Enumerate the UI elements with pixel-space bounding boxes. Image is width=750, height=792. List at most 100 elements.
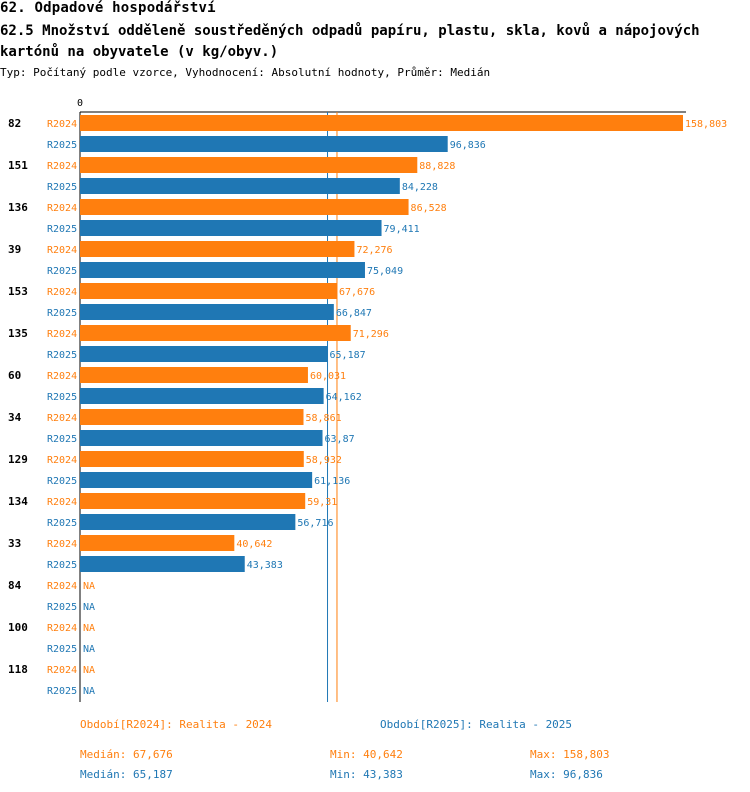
bar-r2025 (80, 472, 313, 488)
series-label-r2024: R2024 (47, 119, 77, 130)
bar-r2025 (80, 514, 296, 530)
series-label-r2025: R2025 (47, 476, 77, 487)
series-label-r2025: R2025 (47, 308, 77, 319)
value-label-r2025: 65,187 (330, 350, 366, 361)
value-label-r2024: 88,828 (419, 161, 455, 172)
value-label-r2025: NA (83, 686, 95, 697)
series-label-r2025: R2025 (47, 560, 77, 571)
bar-r2024 (80, 241, 355, 257)
bar-r2025 (80, 430, 323, 446)
category-label: 118 (8, 663, 28, 676)
series-label-r2025: R2025 (47, 266, 77, 277)
series-label-r2025: R2025 (47, 350, 77, 361)
value-label-r2024: 59,31 (307, 497, 337, 508)
series-label-r2025: R2025 (47, 518, 77, 529)
series-label-r2025: R2025 (47, 644, 77, 655)
stat-r2025-max: Max: 96,836 (530, 768, 603, 781)
category-label: 60 (8, 369, 21, 382)
bar-r2025 (80, 136, 448, 152)
stat-r2024-median: Medián: 67,676 (80, 748, 173, 761)
section-title: 62. Odpadové hospodářství (0, 0, 216, 16)
series-label-r2024: R2024 (47, 413, 77, 424)
value-label-r2024: 58,861 (306, 413, 342, 424)
bar-r2025 (80, 556, 245, 572)
value-label-r2024: 58,932 (306, 455, 342, 466)
series-label-r2025: R2025 (47, 602, 77, 613)
value-label-r2024: 67,676 (339, 287, 375, 298)
series-label-r2024: R2024 (47, 203, 77, 214)
category-label: 82 (8, 117, 21, 130)
value-label-r2024: NA (83, 581, 95, 592)
series-label-r2024: R2024 (47, 539, 77, 550)
series-label-r2025: R2025 (47, 140, 77, 151)
value-label-r2024: 72,276 (356, 245, 392, 256)
bar-r2024 (80, 535, 235, 551)
series-label-r2024: R2024 (47, 665, 77, 676)
value-label-r2025: 61,136 (314, 476, 350, 487)
value-label-r2025: 63,87 (325, 434, 355, 445)
series-label-r2025: R2025 (47, 392, 77, 403)
series-label-r2025: R2025 (47, 686, 77, 697)
bar-r2025 (80, 220, 382, 236)
value-label-r2024: 40,642 (236, 539, 272, 550)
stat-r2025-min: Min: 43,383 (330, 768, 403, 781)
series-label-r2024: R2024 (47, 287, 77, 298)
series-label-r2024: R2024 (47, 623, 77, 634)
value-label-r2025: 64,162 (326, 392, 362, 403)
chart-title: 62.5 Množství odděleně soustředěných odp… (0, 23, 700, 60)
series-label-r2024: R2024 (47, 581, 77, 592)
value-label-r2024: 71,296 (353, 329, 389, 340)
bar-r2025 (80, 262, 365, 278)
bar-r2025 (80, 178, 400, 194)
value-label-r2025: 96,836 (450, 140, 486, 151)
value-label-r2025: 66,847 (336, 308, 372, 319)
series-label-r2025: R2025 (47, 182, 77, 193)
category-label: 100 (8, 621, 28, 634)
bar-r2024 (80, 493, 306, 509)
bar-r2024 (80, 409, 304, 425)
series-label-r2024: R2024 (47, 161, 77, 172)
value-label-r2024: NA (83, 623, 95, 634)
chart-type-info: Typ: Počítaný podle vzorce, Vyhodnocení:… (0, 66, 491, 79)
category-label: 136 (8, 201, 28, 214)
value-label-r2025: NA (83, 602, 95, 613)
bar-chart: 0 82 R2024 158,803 R2025 96,836 151 R2024 88,828… (8, 98, 727, 702)
value-label-r2025: 75,049 (367, 266, 403, 277)
value-label-r2025: 79,411 (384, 224, 420, 235)
category-label: 84 (8, 579, 22, 592)
series-label-r2025: R2025 (47, 224, 77, 235)
value-label-r2025: 43,383 (247, 560, 283, 571)
bar-r2024 (80, 115, 683, 131)
category-label: 33 (8, 537, 21, 550)
stat-r2024-min: Min: 40,642 (330, 748, 403, 761)
bar-r2025 (80, 304, 334, 320)
axis-origin-label: 0 (77, 98, 83, 109)
series-label-r2024: R2024 (47, 497, 77, 508)
bar-r2024 (80, 199, 409, 215)
value-label-r2025: 56,716 (297, 518, 333, 529)
bar-r2025 (80, 346, 328, 362)
value-label-r2024: NA (83, 665, 95, 676)
series-label-r2025: R2025 (47, 434, 77, 445)
value-label-r2024: 86,528 (411, 203, 447, 214)
bar-r2024 (80, 451, 304, 467)
bar-r2024 (80, 367, 308, 383)
category-label: 135 (8, 327, 28, 340)
category-label: 34 (8, 411, 22, 424)
stat-r2024-max: Max: 158,803 (530, 748, 610, 761)
stat-r2025-median: Medián: 65,187 (80, 768, 173, 781)
legend-r2025-period: Období[R2025]: Realita - 2025 (380, 718, 573, 731)
value-label-r2024: 158,803 (685, 119, 727, 130)
bar-r2024 (80, 325, 351, 341)
category-label: 153 (8, 285, 28, 298)
series-label-r2024: R2024 (47, 329, 77, 340)
value-label-r2024: 60,031 (310, 371, 346, 382)
bar-r2024 (80, 283, 337, 299)
category-label: 134 (8, 495, 28, 508)
series-label-r2024: R2024 (47, 371, 77, 382)
bar-r2024 (80, 157, 418, 173)
category-label: 129 (8, 453, 28, 466)
series-label-r2024: R2024 (47, 245, 77, 256)
category-label: 39 (8, 243, 21, 256)
value-label-r2025: NA (83, 644, 95, 655)
